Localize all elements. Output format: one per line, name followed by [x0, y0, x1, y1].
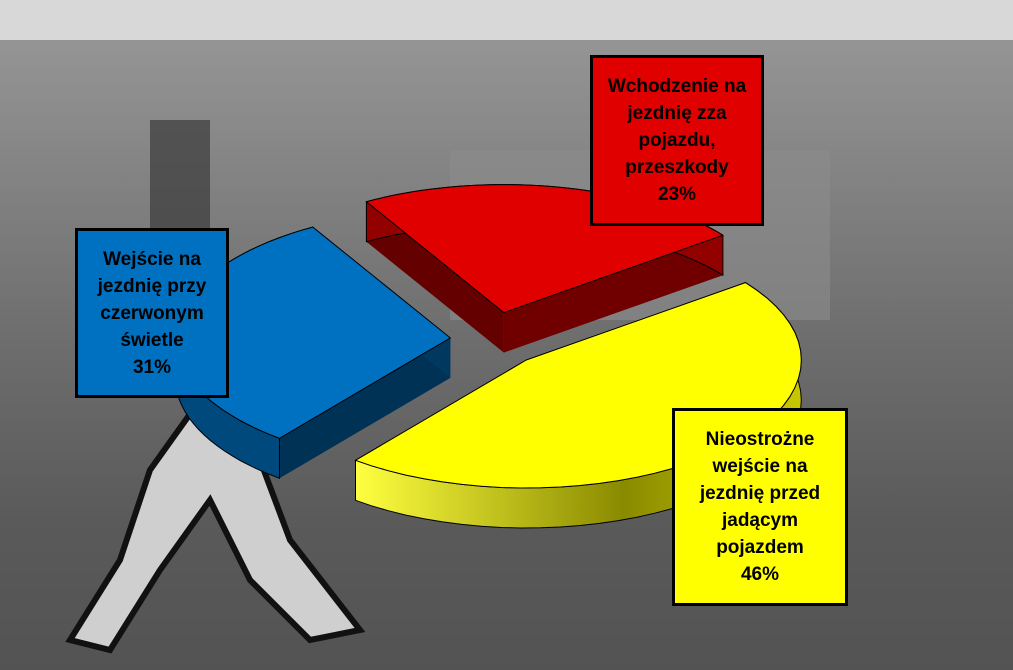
category-name: Wejście na jezdnię przy czerwonym świetl…: [97, 248, 207, 351]
slice-label: Wchodzenie na jezdnię zza pojazdu, przes…: [590, 55, 764, 226]
percent-label: 23%: [657, 184, 697, 205]
percent-label: 31%: [132, 356, 172, 378]
slice-label: Wejście na jezdnię przy czerwonym świetl…: [75, 228, 229, 398]
slice-radial-side: [503, 235, 723, 353]
percent-label: 46%: [740, 564, 780, 585]
slice-radial-side: [279, 337, 451, 479]
category-name: Nieostrożne wejście na jezdnię przed jad…: [699, 429, 821, 558]
category-name: Wchodzenie na jezdnię zza pojazdu, przes…: [607, 76, 747, 178]
slice-label: Nieostrożne wejście na jezdnię przed jad…: [672, 408, 848, 606]
slice-radial-side: [366, 201, 504, 353]
